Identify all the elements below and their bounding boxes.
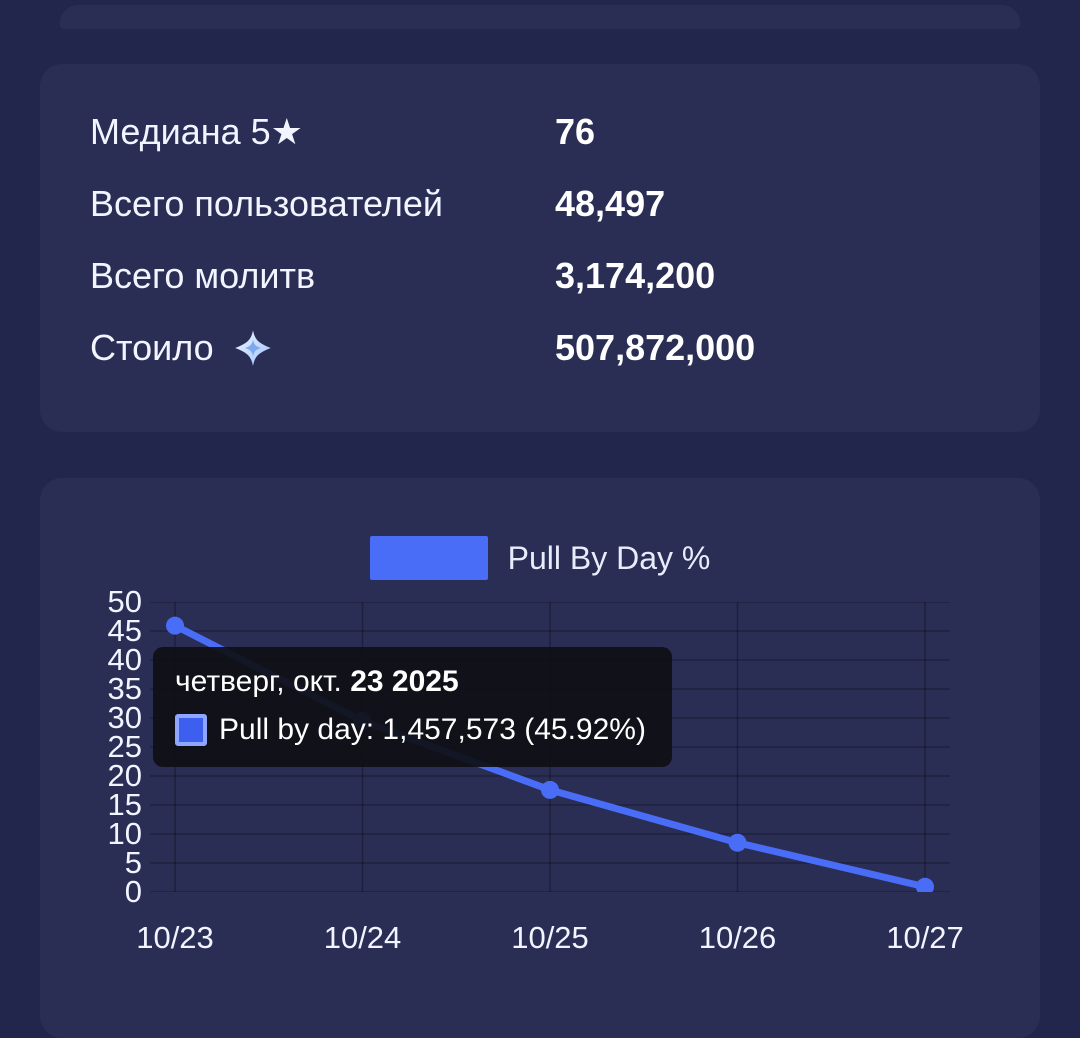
stat-label: Всего пользователей: [90, 183, 555, 225]
y-axis: 0 5 10 15 20 25 30 35 40 45 50: [56, 584, 142, 909]
tooltip-date-day: 23 2025: [350, 665, 459, 698]
stat-value: 507,872,000: [555, 327, 756, 368]
x-axis: 10/23 10/24 10/25 10/26 10/27: [136, 920, 964, 960]
data-point[interactable]: [166, 616, 184, 635]
stat-row-cost: Стоило 507,872,000: [90, 324, 990, 372]
y-tick-label: 30: [107, 700, 142, 735]
data-point[interactable]: [541, 780, 559, 799]
y-tick-label: 5: [124, 845, 142, 880]
x-tick-label: 10/27: [886, 920, 964, 955]
stat-label-text: Стоило: [90, 327, 214, 368]
legend-label: Pull By Day %: [507, 539, 711, 576]
y-tick-label: 35: [107, 671, 142, 706]
chart-tooltip: четверг, окт. 23 2025 Pull by day: 1,457…: [153, 647, 672, 767]
data-point[interactable]: [916, 877, 934, 892]
chart-card: Pull By Day % 0 5 10 15 20 25 30 35 40 45 50 10/23…: [40, 478, 1040, 1038]
tooltip-series-value: Pull by day: 1,457,573 (45.92%): [219, 713, 646, 746]
stat-value: 48,497: [555, 183, 666, 224]
x-tick-label: 10/25: [511, 920, 589, 955]
previous-card-edge: [60, 5, 1020, 29]
primogem-icon: [234, 330, 271, 366]
stat-label-text: Всего пользователей: [90, 183, 444, 224]
y-tick-label: 45: [107, 613, 142, 648]
stat-row-wishes: Всего молитв 3,174,200: [90, 252, 990, 300]
tooltip-date-weekday: четверг, окт.: [175, 665, 351, 698]
x-tick-label: 10/23: [136, 920, 214, 955]
y-tick-label: 15: [107, 787, 142, 822]
stat-row-users: Всего пользователей 48,497: [90, 180, 990, 228]
data-point[interactable]: [728, 833, 747, 852]
stat-label-text: Медиана 5★: [90, 111, 303, 152]
y-tick-label: 40: [107, 642, 142, 677]
tooltip-date: четверг, окт. 23 2025: [175, 665, 646, 699]
x-tick-label: 10/24: [323, 920, 402, 955]
y-tick-label: 25: [107, 729, 142, 764]
stat-value: 3,174,200: [555, 255, 716, 296]
stat-label: Всего молитв: [90, 255, 555, 297]
y-tick-label: 0: [124, 874, 142, 909]
stat-value: 76: [555, 111, 596, 152]
y-tick-label: 10: [107, 816, 142, 851]
tooltip-series-swatch-icon: [175, 714, 207, 746]
stat-label-text: Всего молитв: [90, 255, 316, 296]
stat-label: Медиана 5★: [90, 111, 555, 153]
y-tick-label: 20: [107, 758, 142, 793]
tooltip-series-row: Pull by day: 1,457,573 (45.92%): [175, 713, 646, 747]
chart-plot-area: 0 5 10 15 20 25 30 35 40 45 50 10/23 10/24 10/25 10/2…: [40, 584, 1040, 1002]
stats-card: Медиана 5★ 76 Всего пользователей 48,497…: [40, 64, 1040, 432]
stat-row-median: Медиана 5★ 76: [90, 108, 990, 156]
stat-label: Стоило: [90, 327, 555, 369]
legend-swatch: [369, 536, 488, 580]
y-tick-label: 50: [107, 584, 142, 619]
x-tick-label: 10/26: [698, 920, 777, 955]
chart-legend[interactable]: Pull By Day %: [40, 536, 1040, 580]
